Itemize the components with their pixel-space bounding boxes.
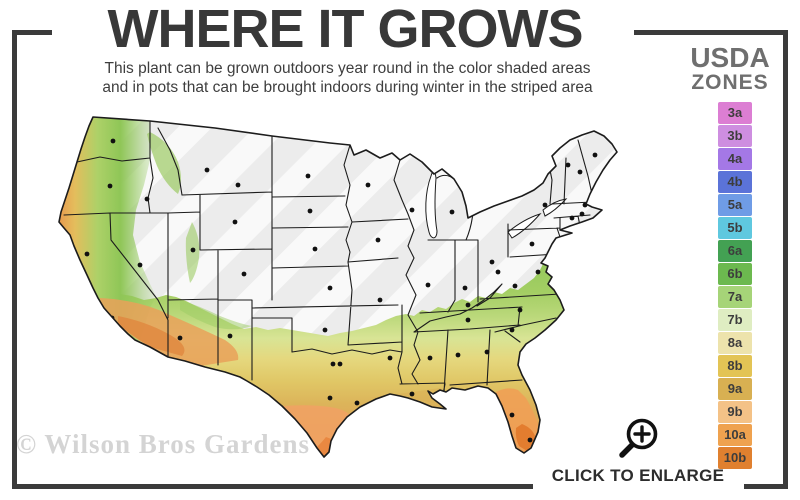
legend-title: USDA ZONES (678, 44, 782, 94)
usda-zone-legend: 3a 3b 4a 4b 5a 5b 6a 6b 7a 7b 8a 8b 9a 9… (718, 102, 752, 470)
legend-title-zones: ZONES (691, 71, 769, 94)
legend-zone-9a: 9a (718, 378, 752, 400)
legend-zone-6a: 6a (718, 240, 752, 262)
legend-title-usda: USDA (690, 42, 770, 73)
subtitle-line-2: and in pots that can be brought indoors … (102, 79, 593, 96)
frame-border-bottom-right (744, 484, 788, 489)
usda-zone-map[interactable] (15, 95, 680, 490)
enlarge-button[interactable]: CLICK TO ENLARGE (528, 412, 748, 486)
watermark: © Wilson Bros Gardens (16, 429, 310, 459)
legend-zone-8a: 8a (718, 332, 752, 354)
legend-zone-7b: 7b (718, 309, 752, 331)
frame-border-top-left (12, 30, 52, 35)
legend-zone-8b: 8b (718, 355, 752, 377)
legend-zone-4b: 4b (718, 171, 752, 193)
legend-zone-4a: 4a (718, 148, 752, 170)
legend-zone-9b: 9b (718, 401, 752, 423)
page-subtitle: This plant can be grown outdoors year ro… (0, 59, 695, 97)
city-dots (84, 138, 598, 443)
frame-border-left (12, 30, 17, 489)
enlarge-label[interactable]: CLICK TO ENLARGE (551, 466, 725, 485)
pacific-coast-band (59, 117, 156, 341)
legend-zone-7a: 7a (718, 286, 752, 308)
legend-zone-3b: 3b (718, 125, 752, 147)
magnifier-plus-icon[interactable] (612, 412, 664, 464)
subtitle-line-1: This plant can be grown outdoors year ro… (104, 60, 591, 77)
frame-border-right (783, 30, 788, 489)
legend-zone-10a: 10a (718, 424, 752, 446)
page-title: WHERE IT GROWS (107, 0, 584, 59)
legend-zone-10b: 10b (718, 447, 752, 469)
frame-border-bottom-left (12, 484, 533, 489)
legend-zone-5a: 5a (718, 194, 752, 216)
legend-zone-6b: 6b (718, 263, 752, 285)
legend-zone-5b: 5b (718, 217, 752, 239)
frame-border-top-right (634, 30, 788, 35)
lake-erie (507, 212, 542, 239)
legend-zone-3a: 3a (718, 102, 752, 124)
